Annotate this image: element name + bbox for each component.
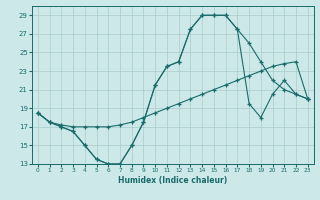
X-axis label: Humidex (Indice chaleur): Humidex (Indice chaleur): [118, 176, 228, 185]
